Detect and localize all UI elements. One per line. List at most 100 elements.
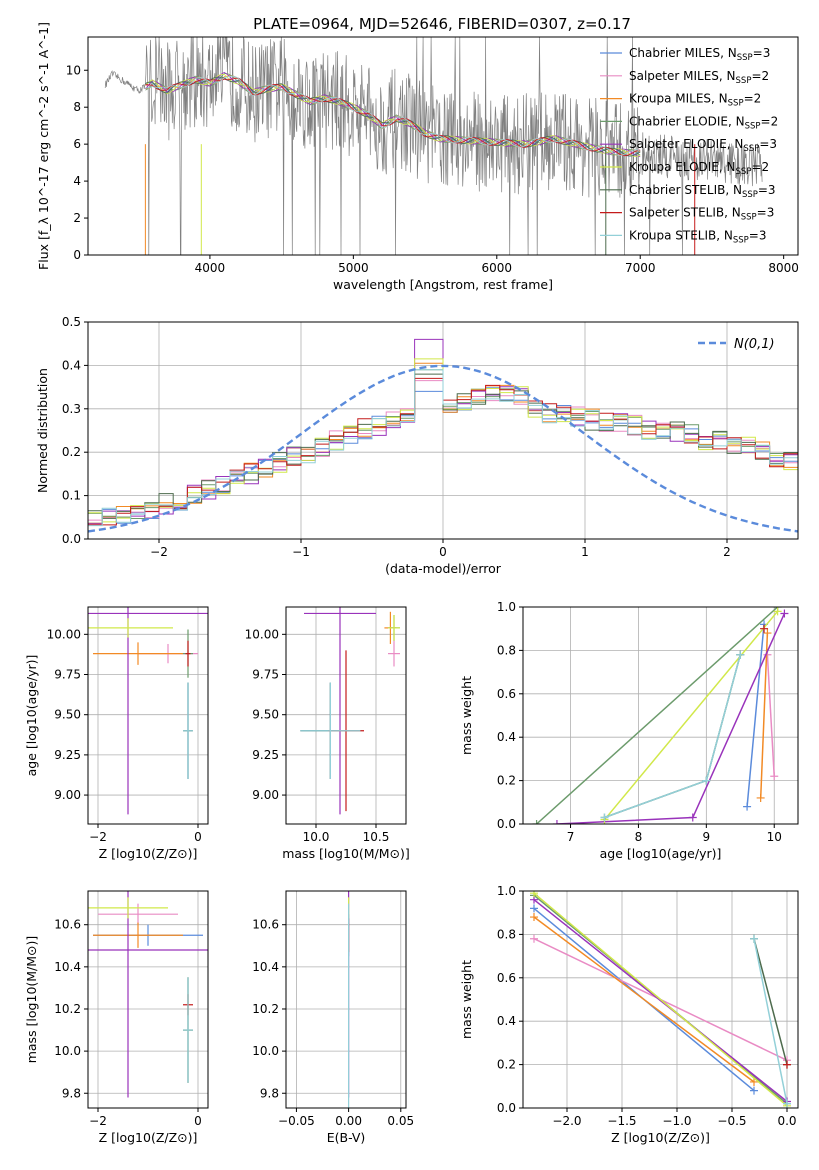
weight-marker — [763, 629, 772, 638]
weight-series-line — [746, 624, 765, 807]
weight-marker — [736, 650, 745, 659]
y-tick-label: 0.0 — [62, 532, 81, 546]
legend-entry: Chabrier MILES, NSSP=3 — [600, 46, 770, 63]
legend-label: Chabrier MILES, NSSP=3 — [629, 46, 770, 63]
y-axis-label: Normed distribution — [35, 368, 50, 493]
y-tick-label: 0.3 — [62, 402, 81, 416]
y-tick-label: 10.0 — [54, 1044, 81, 1058]
x-axis-label: mass [log10(M/M⊙)] — [282, 846, 410, 861]
y-tick-label: 0.1 — [62, 489, 81, 503]
panel-age-vs-mass: 10.0 10.5 9.00 9.25 9.50 9.75 10.00 mass [log10… — [245, 606, 410, 861]
weight-series-line — [603, 610, 779, 821]
x-tick-label: 2 — [723, 545, 731, 559]
x-tick-label: 8000 — [768, 261, 799, 275]
weight-marker — [783, 1099, 791, 1108]
legend-label: Chabrier ELODIE, NSSP=2 — [629, 114, 778, 131]
legend-label: Salpeter ELODIE, NSSP=3 — [629, 137, 777, 154]
y-tick-label: 9.75 — [252, 668, 279, 682]
weight-marker — [530, 904, 538, 913]
weight-marker — [750, 1077, 758, 1086]
x-axis-label: age [log10(age/yr)] — [600, 846, 722, 861]
data-point — [98, 903, 178, 925]
y-tick-label: 9.8 — [260, 1086, 279, 1100]
y-tick-label: 9.75 — [54, 668, 81, 682]
x-axis-label: Z [log10(Z/Z⊙)] — [611, 1130, 710, 1145]
legend: Chabrier MILES, NSSP=3 Salpeter MILES, NS… — [600, 46, 778, 245]
x-tick-label: 7000 — [625, 261, 656, 275]
x-tick-label: 0.00 — [335, 1114, 362, 1128]
weight-series-line — [759, 632, 769, 799]
y-tick-label: 6 — [73, 137, 81, 151]
x-tick-label: 10 — [767, 830, 782, 844]
y-tick-label: 9.50 — [252, 708, 279, 722]
gaussian-curve — [88, 364, 798, 533]
x-tick-label: −1.0 — [662, 1114, 691, 1128]
y-axis-label: mass weight — [459, 960, 474, 1039]
weight-marker — [756, 793, 765, 802]
x-tick-label: 5000 — [338, 261, 369, 275]
axes-frame — [87, 890, 209, 1109]
plot-area — [88, 607, 208, 815]
plot-area — [88, 338, 798, 533]
y-tick-label: 10.00 — [245, 627, 279, 641]
x-tick-label: 0 — [194, 830, 202, 844]
residual-histogram — [88, 373, 798, 519]
y-tick-label: 1.0 — [497, 884, 516, 898]
y-tick-label: 2 — [73, 211, 81, 225]
plot-area — [88, 891, 208, 1098]
data-point — [88, 607, 208, 815]
y-tick-label: 9.50 — [54, 708, 81, 722]
x-tick-label: 0.05 — [387, 1114, 414, 1128]
x-tick-label: 9 — [703, 830, 711, 844]
y-axis-label: age [log10(age/yr)] — [24, 655, 39, 777]
y-tick-label: 9.8 — [62, 1086, 81, 1100]
axes-frame — [87, 36, 799, 256]
plot-area — [532, 607, 789, 824]
y-axis-label: Flux [f_λ 10^-17 erg cm^-2 s^-1 A^-1] — [36, 22, 51, 270]
weight-marker — [750, 1086, 758, 1095]
observed-spectrum — [104, 37, 763, 255]
y-tick-label: 10.2 — [54, 1002, 81, 1016]
model-spectrum-line — [145, 77, 641, 157]
legend-entry: Kroupa ELODIE, NSSP=2 — [600, 160, 769, 177]
weight-series-line — [533, 892, 788, 1107]
y-tick-label: 0.0 — [497, 817, 516, 831]
gaussian-legend-label: N(0,1) — [734, 337, 775, 352]
x-tick-label: 0 — [439, 545, 447, 559]
x-tick-label: 0 — [194, 1114, 202, 1128]
weight-series-line — [604, 654, 742, 819]
weight-marker — [552, 820, 561, 824]
x-tick-label: −0.5 — [717, 1114, 746, 1128]
y-tick-label: 0.8 — [497, 927, 516, 941]
y-tick-label: 0.5 — [62, 315, 81, 329]
weight-marker — [688, 813, 697, 822]
model-spectrum-line — [145, 72, 641, 158]
x-tick-label: 0.0 — [777, 1114, 796, 1128]
x-tick-label: −0.05 — [278, 1114, 315, 1128]
data-point — [185, 640, 191, 667]
x-axis-label: wavelength [Angstrom, rest frame] — [333, 277, 553, 292]
x-tick-label: −1.5 — [607, 1114, 636, 1128]
axes-frame — [522, 890, 799, 1109]
weight-marker — [532, 820, 541, 824]
residual-histogram — [88, 380, 798, 521]
legend-entry: Salpeter MILES, NSSP=2 — [600, 69, 769, 86]
data-point — [300, 682, 361, 779]
x-tick-label: 4000 — [195, 261, 226, 275]
data-point — [88, 618, 173, 638]
weight-marker — [783, 1060, 791, 1069]
legend-entry: Kroupa STELIB, NSSP=3 — [600, 228, 767, 245]
weight-marker — [530, 913, 538, 922]
y-tick-label: 9.25 — [252, 748, 279, 762]
y-tick-label: 10.0 — [252, 1044, 279, 1058]
x-tick-label: 10.5 — [363, 830, 390, 844]
x-tick-label: 7 — [567, 830, 575, 844]
legend-entry: Salpeter STELIB, NSSP=3 — [600, 206, 774, 223]
panel-spectrum: 4000 5000 6000 7000 8000 0 2 4 6 8 10 wavelength [A… — [36, 22, 799, 292]
plot-area — [300, 607, 400, 815]
legend-entry: Kroupa MILES, NSSP=2 — [600, 92, 761, 109]
weight-marker — [780, 609, 789, 618]
x-axis-label: (data-model)/error — [385, 561, 502, 576]
x-axis-label: Z [log10(Z/Z⊙)] — [99, 1130, 198, 1145]
